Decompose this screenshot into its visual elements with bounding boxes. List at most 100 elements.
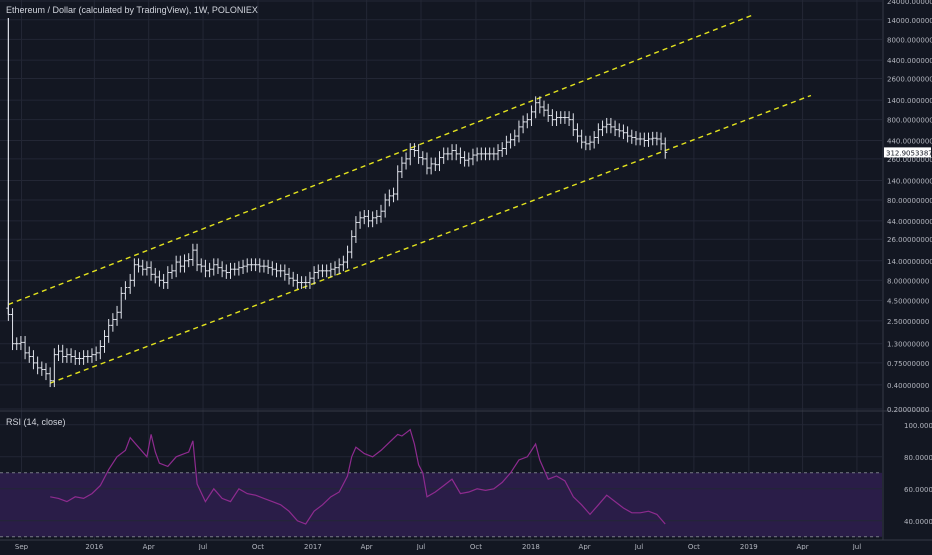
ohlc-bar[interactable] bbox=[437, 151, 442, 172]
ohlc-bar[interactable] bbox=[31, 350, 36, 370]
ohlc-bar[interactable] bbox=[479, 147, 484, 161]
ohlc-bar[interactable] bbox=[663, 137, 668, 159]
ohlc-bar[interactable] bbox=[39, 361, 44, 376]
ohlc-bar[interactable] bbox=[23, 336, 28, 360]
ohlc-bar[interactable] bbox=[35, 356, 40, 375]
ohlc-bar[interactable] bbox=[333, 261, 338, 276]
ohlc-bar[interactable] bbox=[18, 336, 23, 351]
ohlc-bar[interactable] bbox=[287, 267, 292, 285]
ohlc-bar[interactable] bbox=[307, 271, 312, 289]
ohlc-bar[interactable] bbox=[128, 273, 133, 294]
ohlc-bar[interactable] bbox=[261, 259, 266, 273]
ohlc-bar[interactable] bbox=[659, 132, 664, 151]
ohlc-bar[interactable] bbox=[366, 210, 371, 228]
ohlc-bar[interactable] bbox=[558, 111, 563, 124]
ohlc-bar[interactable] bbox=[316, 264, 321, 279]
ohlc-bar[interactable] bbox=[445, 147, 450, 161]
rsi-line-layer[interactable] bbox=[50, 428, 666, 525]
ohlc-bar[interactable] bbox=[85, 350, 90, 363]
ohlc-bar[interactable] bbox=[374, 210, 379, 225]
ohlc-bar[interactable] bbox=[312, 266, 317, 285]
ohlc-bar[interactable] bbox=[592, 131, 597, 149]
ohlc-bar[interactable] bbox=[587, 135, 592, 151]
ohlc-bar[interactable] bbox=[424, 152, 429, 175]
ohlc-bar[interactable] bbox=[6, 301, 11, 321]
ohlc-bar[interactable] bbox=[562, 111, 567, 124]
ohlc-bar[interactable] bbox=[608, 117, 613, 134]
ohlc-bar[interactable] bbox=[454, 144, 459, 161]
ohlc-bar[interactable] bbox=[228, 262, 233, 279]
ohlc-bar[interactable] bbox=[119, 287, 124, 319]
ohlc-bar[interactable] bbox=[52, 348, 57, 388]
ohlc-bar[interactable] bbox=[10, 308, 15, 351]
ohlc-bar[interactable] bbox=[207, 262, 212, 278]
ohlc-bar[interactable] bbox=[487, 147, 492, 161]
ohlc-bar[interactable] bbox=[69, 348, 74, 363]
ohlc-bar[interactable] bbox=[123, 281, 128, 300]
ohlc-bar[interactable] bbox=[546, 103, 551, 122]
ohlc-bar[interactable] bbox=[98, 340, 103, 360]
ohlc-bar[interactable] bbox=[408, 143, 413, 166]
ohlc-bar[interactable] bbox=[533, 96, 538, 119]
ohlc-bar[interactable] bbox=[613, 120, 618, 137]
ohlc-bar[interactable] bbox=[433, 157, 438, 172]
ohlc-bar[interactable] bbox=[537, 96, 542, 114]
ohlc-bar[interactable] bbox=[102, 330, 107, 353]
ohlc-bar[interactable] bbox=[174, 255, 179, 278]
ohlc-bar[interactable] bbox=[27, 346, 32, 363]
ohlc-bar[interactable] bbox=[450, 144, 455, 161]
ohlc-bar[interactable] bbox=[203, 259, 208, 278]
ohlc-bar[interactable] bbox=[654, 131, 659, 146]
ohlc-bar[interactable] bbox=[462, 151, 467, 167]
ohlc-bar[interactable] bbox=[89, 348, 94, 363]
ohlc-bar[interactable] bbox=[169, 264, 174, 279]
ohlc-bar[interactable] bbox=[571, 113, 576, 137]
ohlc-bar[interactable] bbox=[64, 348, 69, 363]
ohlc-bar[interactable] bbox=[441, 147, 446, 164]
ohlc-bar[interactable] bbox=[429, 157, 434, 175]
ohlc-bar[interactable] bbox=[186, 253, 191, 268]
ohlc-bar[interactable] bbox=[257, 258, 262, 273]
ohlc-bar[interactable] bbox=[60, 344, 65, 363]
ohlc-bar[interactable] bbox=[621, 124, 626, 140]
ohlc-bar[interactable] bbox=[516, 120, 521, 143]
ohlc-bar[interactable] bbox=[554, 111, 559, 127]
ohlc-bar[interactable] bbox=[600, 120, 605, 137]
ohlc-bar[interactable] bbox=[195, 243, 200, 272]
ohlc-bar[interactable] bbox=[525, 113, 530, 129]
ohlc-bar[interactable] bbox=[387, 189, 392, 207]
ohlc-bar[interactable] bbox=[512, 129, 517, 147]
ohlc-bar[interactable] bbox=[491, 147, 496, 161]
ohlc-bar[interactable] bbox=[542, 100, 547, 117]
ohlc-bar[interactable] bbox=[253, 258, 258, 272]
ohlc-bar[interactable] bbox=[270, 261, 275, 276]
ohlc-bar[interactable] bbox=[215, 258, 220, 275]
ohlc-bar[interactable] bbox=[236, 261, 241, 276]
ohlc-bar[interactable] bbox=[77, 352, 82, 365]
ohlc-bar[interactable] bbox=[458, 147, 463, 164]
ohlc-bar[interactable] bbox=[349, 230, 354, 259]
ohlc-bar[interactable] bbox=[567, 111, 572, 127]
ohlc-bar[interactable] bbox=[157, 270, 162, 287]
ohlc-bar[interactable] bbox=[328, 262, 333, 278]
ohlc-bar[interactable] bbox=[358, 211, 363, 229]
ohlc-bar[interactable] bbox=[161, 273, 166, 289]
ohlc-bar[interactable] bbox=[81, 350, 86, 365]
ohlc-bar[interactable] bbox=[483, 147, 488, 161]
ohlc-bar[interactable] bbox=[370, 211, 375, 228]
ohlc-bar[interactable] bbox=[579, 129, 584, 149]
ohlc-bar[interactable] bbox=[496, 144, 501, 161]
ohlc-bar[interactable] bbox=[115, 305, 120, 326]
ohlc-bar[interactable] bbox=[646, 132, 651, 147]
ohlc-bar[interactable] bbox=[245, 258, 250, 273]
ohlc-bar[interactable] bbox=[241, 259, 246, 275]
ohlc-bar[interactable] bbox=[232, 262, 237, 276]
ohlc-bar[interactable] bbox=[224, 264, 229, 279]
ohlc-bar[interactable] bbox=[362, 210, 367, 225]
ohlc-bar[interactable] bbox=[249, 258, 254, 272]
ohlc-bar[interactable] bbox=[299, 276, 304, 289]
ohlc-bar[interactable] bbox=[470, 148, 475, 166]
ohlc-bar[interactable] bbox=[500, 142, 505, 157]
ohlc-bar[interactable] bbox=[529, 105, 534, 127]
ohlc-bar[interactable] bbox=[43, 363, 48, 381]
